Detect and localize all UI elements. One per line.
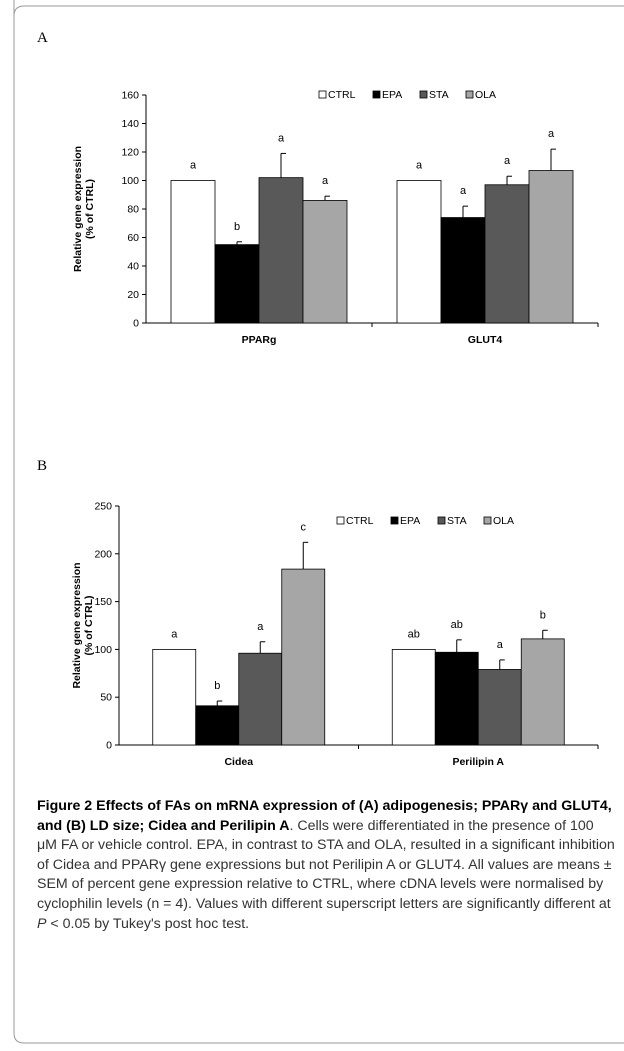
legend-label-ola: OLA <box>475 89 496 101</box>
bar-ola-cidea <box>281 568 326 746</box>
y-tick-label-1: 50 <box>100 692 112 704</box>
bar-sta-glut4 <box>484 184 530 324</box>
y-axis-label-line2: (% of CTRL) <box>84 179 96 239</box>
significance-letter-ctrl-0: a <box>190 160 197 172</box>
bar-epa-glut4 <box>440 217 486 324</box>
bar-epa-perilipin-a <box>434 651 479 746</box>
legend-swatch-sta <box>419 90 428 99</box>
significance-letter-ola-1: a <box>548 128 555 140</box>
legend-label-ctrl: CTRL <box>328 89 356 101</box>
significance-letter-ctrl-1: ab <box>408 628 420 640</box>
y-tick-label-0: 0 <box>133 318 139 330</box>
legend-swatch-sta <box>437 516 446 525</box>
panel-label-a: A <box>37 30 48 46</box>
y-tick-label-3: 150 <box>94 596 112 608</box>
chart-panel-a: 0 20 40 60 80 100 120 140 160 Relative gene expre… <box>72 89 599 346</box>
y-tick-label-4: 80 <box>127 204 139 216</box>
figure-caption: Figure 2 Effects of FAs on mRNA expressi… <box>37 797 615 934</box>
bar-epa-cidea <box>195 705 240 746</box>
y-tick-label-6: 120 <box>121 147 139 159</box>
caption-text-2: < 0.05 by Tukey's post hoc test. <box>46 915 250 932</box>
bar-ctrl-pparg <box>170 180 216 324</box>
y-axis-label: Relative gene expression(% of CTRL) <box>71 562 95 688</box>
bar-sta-cidea <box>238 652 283 746</box>
bar-epa-pparg <box>214 244 260 324</box>
significance-letter-ola-0: a <box>322 175 329 187</box>
bar-ctrl-glut4 <box>396 180 442 324</box>
chart-panel-b: 0 50 100 150 200 250 Relative gene expression(… <box>71 501 599 768</box>
y-tick-label-5: 100 <box>121 175 139 187</box>
significance-letter-ola-1: b <box>540 609 546 621</box>
bar-ola-pparg <box>302 200 348 324</box>
legend-swatch-ola <box>483 516 492 525</box>
legend-swatch-epa <box>390 516 399 525</box>
x-category-label-0: PPARg <box>242 334 277 346</box>
caption-title: Figure 2 Effects of FAs on mRNA expressi… <box>37 798 612 834</box>
legend-swatch-ctrl <box>318 90 327 99</box>
significance-letter-sta-0: a <box>278 132 285 144</box>
y-tick-label-1: 20 <box>127 289 139 301</box>
y-tick-label-3: 60 <box>127 232 139 244</box>
y-tick-label-8: 160 <box>121 90 139 102</box>
significance-letter-sta-1: a <box>504 155 511 167</box>
legend-label-ola: OLA <box>493 515 514 527</box>
y-axis-label-line1: Relative gene expression <box>72 146 84 272</box>
y-axis-label: Relative gene expression(% of CTRL) <box>72 146 96 272</box>
caption-text-1: . Cells were differentiated in the prese… <box>37 817 615 912</box>
significance-letter-ctrl-1: a <box>416 160 423 172</box>
legend-label-sta: STA <box>447 515 467 527</box>
legend-swatch-ola <box>465 90 474 99</box>
significance-letter-epa-1: ab <box>451 619 463 631</box>
significance-letter-epa-1: a <box>460 185 467 197</box>
panel-label-b: B <box>37 458 48 474</box>
y-tick-label-2: 100 <box>94 644 112 656</box>
y-axis-label-line2: (% of CTRL) <box>83 595 95 655</box>
y-tick-label-7: 140 <box>121 118 139 130</box>
legend-label-epa: EPA <box>382 89 402 101</box>
y-tick-label-5: 250 <box>94 501 112 513</box>
significance-letter-sta-1: a <box>497 639 504 651</box>
legend-label-sta: STA <box>429 89 449 101</box>
x-category-label-0: Cidea <box>224 756 253 768</box>
caption-p-symbol: P <box>37 915 47 932</box>
x-category-label-1: Perilipin A <box>452 756 504 768</box>
bar-ola-perilipin-a <box>520 638 565 746</box>
y-tick-label-0: 0 <box>106 740 112 752</box>
legend-label-ctrl: CTRL <box>346 515 374 527</box>
significance-letter-ctrl-0: a <box>171 628 178 640</box>
bar-ctrl-cidea <box>152 648 197 746</box>
y-axis-label-line1: Relative gene expression <box>71 562 83 688</box>
significance-letter-epa-0: b <box>214 680 220 692</box>
legend-swatch-epa <box>372 90 381 99</box>
significance-letter-sta-0: a <box>257 621 264 633</box>
x-category-label-1: GLUT4 <box>468 334 503 346</box>
bar-ola-glut4 <box>528 170 574 324</box>
bar-ctrl-perilipin-a <box>391 648 436 746</box>
legend-swatch-ctrl <box>336 516 345 525</box>
significance-letter-epa-0: b <box>234 221 240 233</box>
bar-sta-pparg <box>258 177 304 324</box>
legend-label-epa: EPA <box>400 515 420 527</box>
y-tick-label-4: 200 <box>94 548 112 560</box>
significance-letter-ola-0: c <box>301 521 307 533</box>
y-tick-label-2: 40 <box>127 261 139 273</box>
bar-sta-perilipin-a <box>477 669 522 746</box>
